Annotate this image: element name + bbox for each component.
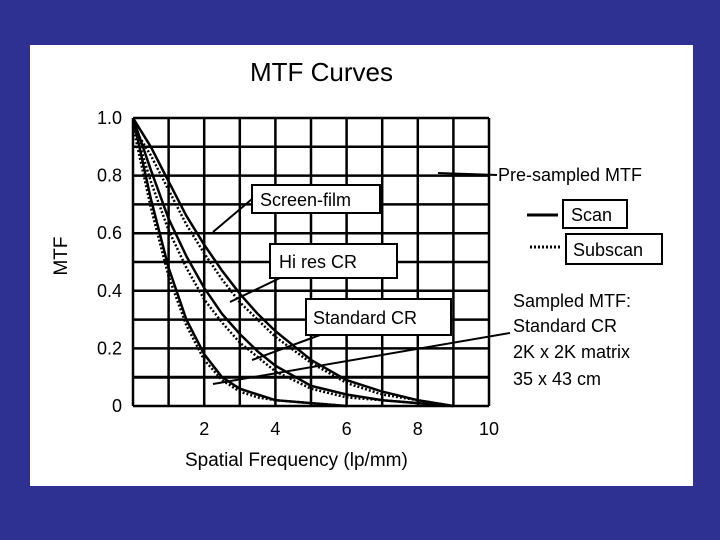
x-axis-label: Spatial Frequency (lp/mm)	[185, 450, 408, 471]
presampled-pointer	[437, 172, 498, 176]
y-axis-label: MTF	[51, 236, 72, 275]
grid	[131, 116, 491, 408]
screen-film-label: Screen-film	[260, 190, 351, 210]
chart-title: MTF Curves	[250, 57, 393, 87]
x-tick-label: 8	[413, 419, 423, 439]
y-tick-label: 0.4	[97, 281, 122, 301]
legend-subscan-box	[565, 233, 663, 265]
y-tick-label: 1.0	[97, 108, 122, 128]
sampled-note-line3: 2K x 2K matrix	[513, 342, 630, 362]
hires-cr-label: Hi res CR	[279, 252, 357, 272]
screen-film-scan-line	[131, 117, 454, 408]
standard-cr-pointer	[251, 334, 321, 361]
standard-cr-label: Standard CR	[313, 308, 417, 328]
series-lines	[131, 117, 454, 408]
y-tick-label: 0	[112, 396, 122, 416]
y-tick-label: 0.2	[97, 338, 122, 358]
standard-cr-subscan-line	[131, 126, 347, 408]
slide: MTF Curves Spatial Frequency (lp/mm) MTF…	[30, 45, 693, 486]
legend-title: Pre-sampled MTF	[498, 165, 642, 185]
x-tick-label: 6	[342, 419, 352, 439]
sampled-note-line4: 35 x 43 cm	[513, 369, 601, 389]
legend-subscan-label: Subscan	[573, 240, 643, 260]
sampled-note-line2: Standard CR	[513, 316, 617, 336]
x-tick-label: 4	[270, 419, 280, 439]
hires-cr-box	[269, 243, 398, 279]
tick-labels: 0 0.2 0.4 0.6 0.8 1.0 2 4 6 8 10	[97, 108, 499, 439]
y-tick-label: 0.8	[97, 166, 122, 186]
x-tick-label: 2	[199, 419, 209, 439]
hi-res-cr-subscan-line	[131, 123, 454, 408]
y-tick-label: 0.6	[97, 223, 122, 243]
hires-cr-pointer	[229, 277, 281, 303]
x-tick-label: 10	[479, 419, 499, 439]
screen-film-pointer	[212, 198, 253, 233]
mtf-chart: MTF Curves Spatial Frequency (lp/mm) MTF…	[51, 57, 663, 471]
screen-film-box	[251, 184, 381, 214]
legend-scan-label: Scan	[571, 205, 612, 225]
sampled-note-line1: Sampled MTF:	[513, 291, 631, 311]
standard-cr-box	[305, 298, 452, 336]
sampled-note-pointer	[212, 332, 511, 385]
legend-scan-box	[562, 199, 628, 229]
